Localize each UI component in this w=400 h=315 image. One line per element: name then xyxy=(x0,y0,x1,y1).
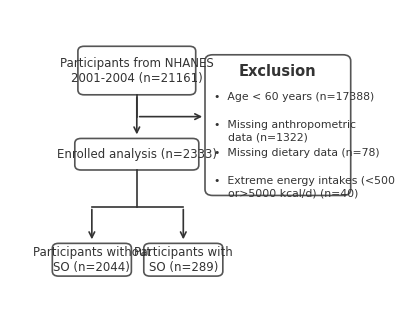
FancyBboxPatch shape xyxy=(78,46,196,95)
Text: Exclusion: Exclusion xyxy=(239,64,317,79)
Text: •  Age < 60 years (n=17388): • Age < 60 years (n=17388) xyxy=(214,92,374,102)
Text: Enrolled analysis (n=2333): Enrolled analysis (n=2333) xyxy=(57,148,217,161)
Text: •  Missing dietary data (n=78): • Missing dietary data (n=78) xyxy=(214,148,380,158)
FancyBboxPatch shape xyxy=(75,139,199,170)
FancyBboxPatch shape xyxy=(205,55,351,195)
Text: Participants from NHANES
2001-2004 (n=21161): Participants from NHANES 2001-2004 (n=21… xyxy=(60,57,214,84)
Text: •  Missing anthropometric
    data (n=1322): • Missing anthropometric data (n=1322) xyxy=(214,120,356,143)
Text: Participants with
SO (n=289): Participants with SO (n=289) xyxy=(134,246,233,274)
FancyBboxPatch shape xyxy=(52,243,131,276)
FancyBboxPatch shape xyxy=(144,243,223,276)
Text: •  Extreme energy intakes (<500
    or>5000 kcal/d) (n=40): • Extreme energy intakes (<500 or>5000 k… xyxy=(214,176,395,198)
Text: Participants without
SO (n=2044): Participants without SO (n=2044) xyxy=(33,246,151,274)
